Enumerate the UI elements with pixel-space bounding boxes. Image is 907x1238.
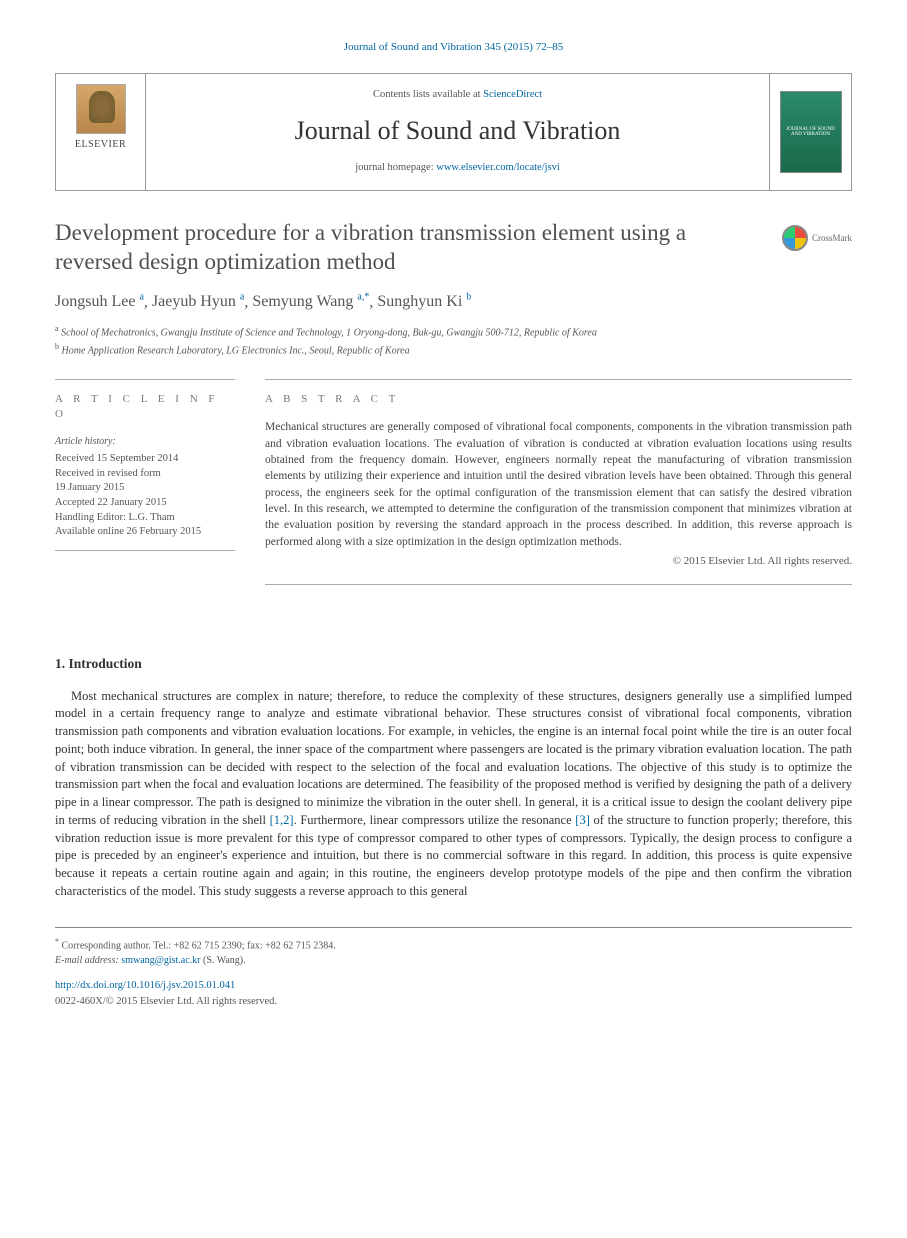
received-date: Received 15 September 2014	[55, 452, 235, 467]
crossmark-label: CrossMark	[812, 232, 852, 245]
elsevier-logo-cell: ELSEVIER	[56, 74, 146, 190]
title-row: Development procedure for a vibration tr…	[55, 219, 852, 277]
journal-cover-cell: JOURNAL OF SOUND AND VIBRATION	[769, 74, 851, 190]
accepted-date: Accepted 22 January 2015	[55, 496, 235, 511]
abstract-column: A B S T R A C T Mechanical structures ar…	[265, 379, 852, 585]
page-container: Journal of Sound and Vibration 345 (2015…	[0, 0, 907, 1039]
citation-link[interactable]: [1,2]	[270, 813, 294, 827]
history-label: Article history:	[55, 435, 235, 449]
info-abstract-row: A R T I C L E I N F O Article history: R…	[55, 379, 852, 585]
affiliations: a School of Mechatronics, Gwangju Instit…	[55, 323, 852, 359]
affiliation: a School of Mechatronics, Gwangju Instit…	[55, 323, 852, 341]
header-center: Contents lists available at ScienceDirec…	[146, 74, 769, 190]
contents-line: Contents lists available at ScienceDirec…	[373, 88, 542, 103]
issn-copyright: 0022-460X/© 2015 Elsevier Ltd. All right…	[55, 994, 852, 1010]
affiliation: b Home Application Research Laboratory, …	[55, 341, 852, 359]
crossmark-icon	[782, 225, 808, 251]
author: Jaeyub Hyun a	[152, 293, 244, 310]
citation-header: Journal of Sound and Vibration 345 (2015…	[55, 40, 852, 55]
article-title: Development procedure for a vibration tr…	[55, 219, 764, 277]
email-line: E-mail address: smwang@gist.ac.kr (S. Wa…	[55, 953, 852, 968]
sciencedirect-link[interactable]: ScienceDirect	[483, 89, 542, 100]
citation-link[interactable]: [3]	[575, 813, 590, 827]
article-info-heading: A R T I C L E I N F O	[55, 392, 235, 423]
homepage-link[interactable]: www.elsevier.com/locate/jsvi	[436, 162, 560, 173]
contents-prefix: Contents lists available at	[373, 89, 483, 100]
abstract-text: Mechanical structures are generally comp…	[265, 419, 852, 584]
revised-line2: 19 January 2015	[55, 481, 235, 496]
revised-line1: Received in revised form	[55, 467, 235, 482]
corresponding-author: * Corresponding author. Tel.: +82 62 715…	[55, 936, 852, 953]
author: Sunghyun Ki b	[377, 293, 471, 310]
email-link[interactable]: smwang@gist.ac.kr	[121, 955, 200, 966]
homepage-prefix: journal homepage:	[355, 162, 436, 173]
author: Semyung Wang a,*	[252, 293, 369, 310]
abstract-heading: A B S T R A C T	[265, 392, 852, 407]
online-date: Available online 26 February 2015	[55, 525, 235, 540]
section-introduction: 1. Introduction Most mechanical structur…	[55, 655, 852, 901]
doi-link[interactable]: http://dx.doi.org/10.1016/j.jsv.2015.01.…	[55, 978, 852, 994]
elsevier-tree-icon	[76, 84, 126, 134]
elsevier-label: ELSEVIER	[75, 138, 126, 152]
journal-name: Journal of Sound and Vibration	[295, 113, 621, 149]
handling-editor: Handling Editor: L.G. Tham	[55, 511, 235, 526]
crossmark-badge[interactable]: CrossMark	[782, 225, 852, 251]
section-heading: 1. Introduction	[55, 655, 852, 674]
abstract-copyright: © 2015 Elsevier Ltd. All rights reserved…	[265, 554, 852, 570]
journal-cover-thumb: JOURNAL OF SOUND AND VIBRATION	[780, 91, 842, 173]
homepage-line: journal homepage: www.elsevier.com/locat…	[355, 161, 560, 176]
author-list: Jongsuh Lee a, Jaeyub Hyun a, Semyung Wa…	[55, 291, 852, 314]
author: Jongsuh Lee a	[55, 293, 144, 310]
intro-paragraph: Most mechanical structures are complex i…	[55, 688, 852, 901]
article-info-column: A R T I C L E I N F O Article history: R…	[55, 379, 235, 585]
journal-header-box: ELSEVIER Contents lists available at Sci…	[55, 73, 852, 191]
footer-block: * Corresponding author. Tel.: +82 62 715…	[55, 927, 852, 1010]
